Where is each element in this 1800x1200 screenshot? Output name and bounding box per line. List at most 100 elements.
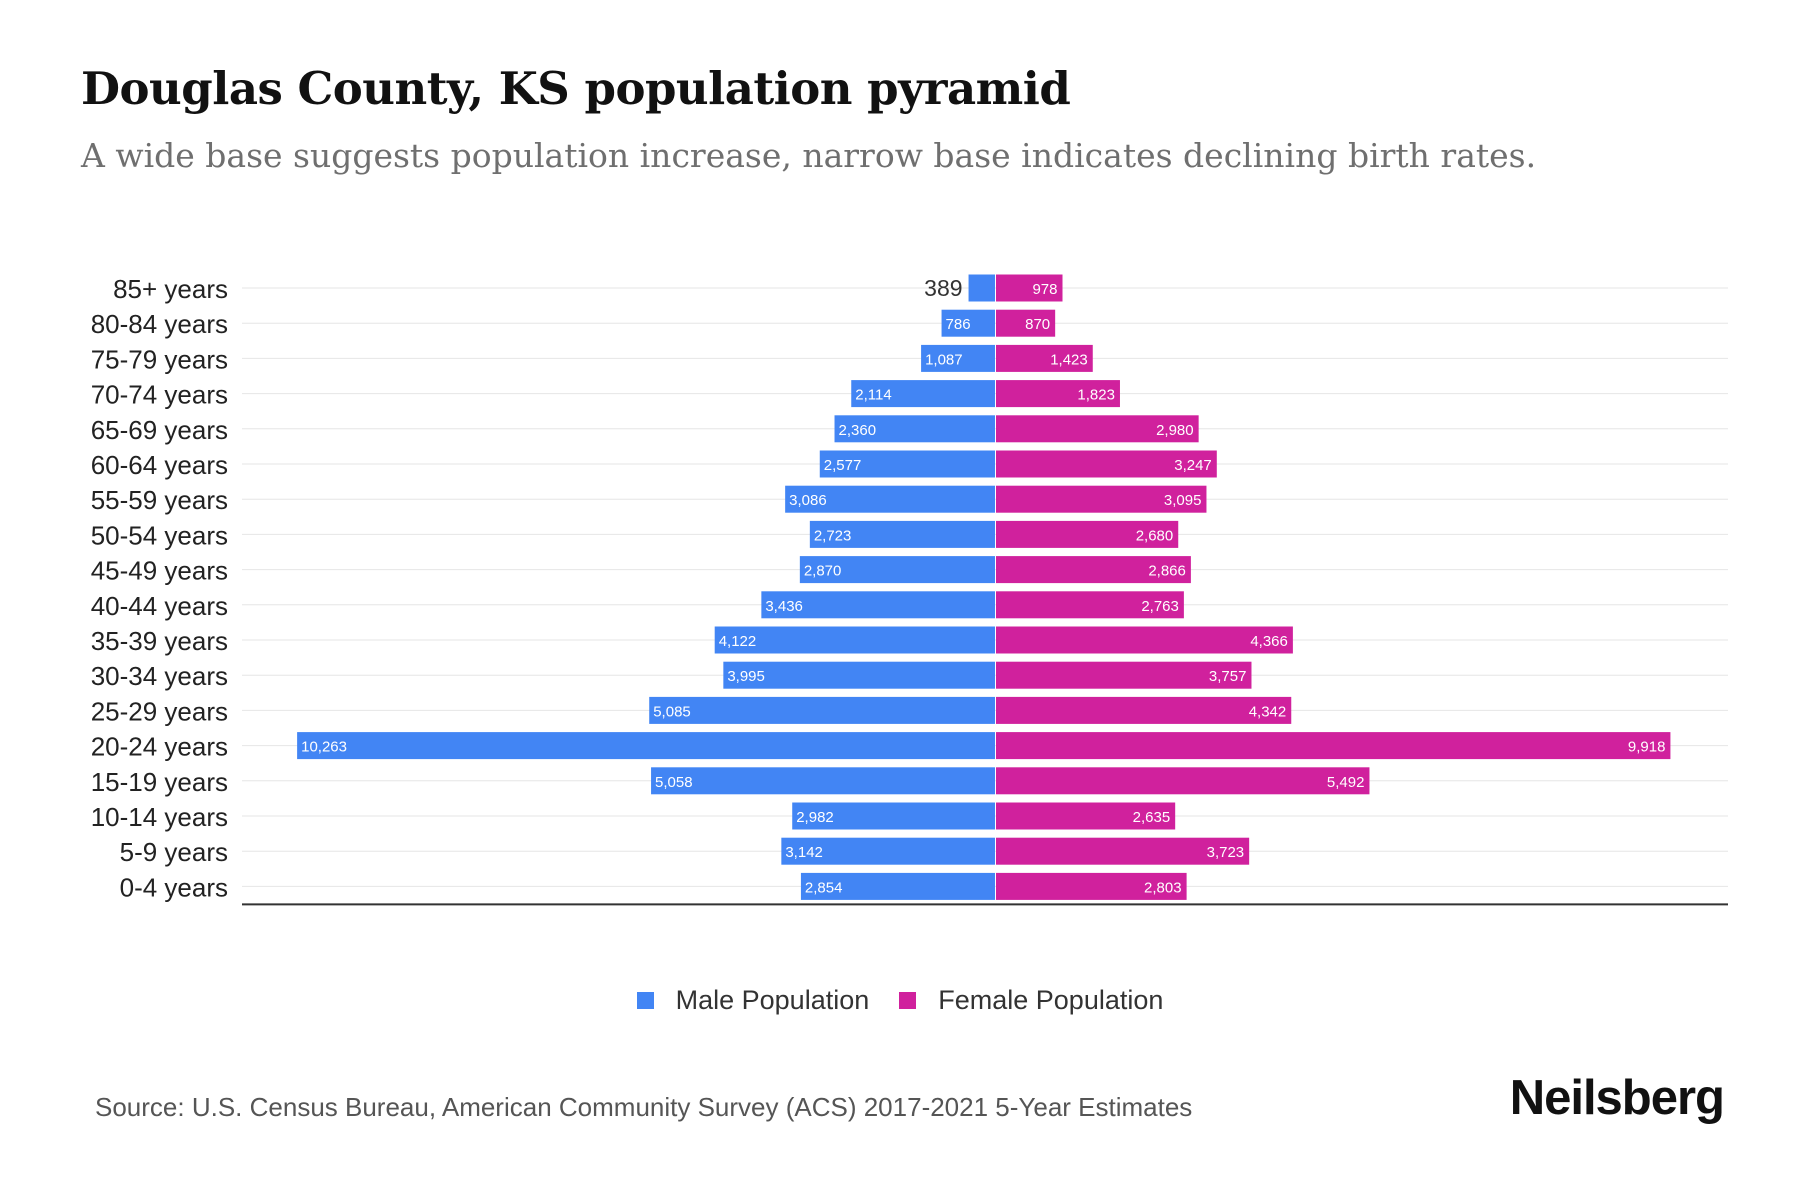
female-data-label: 2,763	[1141, 598, 1179, 615]
category-label: 85+ years	[113, 274, 228, 304]
female-bar	[996, 450, 1217, 478]
male-bar	[785, 485, 995, 513]
female-bar	[996, 380, 1120, 408]
male-bar	[792, 802, 995, 830]
female-bar	[996, 520, 1179, 548]
category-label: 20-24 years	[91, 732, 228, 762]
male-data-label: 2,723	[814, 527, 852, 544]
male-bar	[781, 837, 995, 865]
female-data-label: 1,823	[1077, 387, 1115, 404]
female-data-label: 2,635	[1133, 809, 1171, 826]
female-data-label: 2,866	[1148, 563, 1186, 580]
female-bar	[996, 556, 1191, 584]
male-data-label: 2,577	[824, 457, 862, 474]
legend-label-male: Male Population	[675, 985, 870, 1015]
male-bar	[800, 872, 995, 900]
female-data-label: 4,342	[1249, 703, 1287, 720]
male-data-label: 5,085	[653, 703, 691, 720]
female-data-label: 870	[1025, 316, 1050, 333]
male-bar	[809, 520, 995, 548]
female-bar	[996, 661, 1252, 689]
male-data-label: 3,995	[727, 668, 765, 685]
female-bar	[996, 485, 1207, 513]
male-data-label: 2,114	[855, 387, 891, 404]
male-bar	[799, 556, 995, 584]
female-bar	[996, 415, 1199, 443]
category-label: 80-84 years	[91, 309, 228, 339]
male-bar	[723, 661, 995, 689]
male-bar	[851, 380, 995, 408]
male-data-label: 2,870	[804, 563, 842, 580]
male-bar	[761, 591, 995, 619]
male-data-label: 3,436	[765, 598, 803, 615]
category-label: 5-9 years	[120, 837, 228, 867]
category-label: 40-44 years	[91, 591, 228, 621]
male-data-label: 4,122	[719, 633, 757, 650]
male-bar	[968, 274, 995, 302]
gridlines	[242, 287, 1728, 887]
male-swatch	[636, 992, 654, 1009]
category-label: 60-64 years	[91, 450, 228, 480]
male-bar	[297, 732, 996, 760]
source-note: Source: U.S. Census Bureau, American Com…	[95, 1092, 1193, 1122]
male-data-label: 2,360	[839, 422, 877, 439]
category-label: 55-59 years	[91, 485, 228, 515]
female-bar	[996, 591, 1184, 619]
category-label: 10-14 years	[91, 802, 228, 832]
category-label: 70-74 years	[91, 380, 228, 410]
male-data-label: 2,982	[796, 809, 834, 826]
male-bar	[714, 626, 995, 654]
male-data-label: 3,142	[785, 844, 823, 861]
category-label: 45-49 years	[91, 556, 228, 586]
female-data-label: 978	[1032, 281, 1057, 298]
male-data-label: 5,058	[655, 774, 693, 791]
female-bar	[996, 626, 1293, 654]
female-data-label: 2,980	[1156, 422, 1194, 439]
legend: Male Population Female Population	[0, 985, 1800, 1016]
bars	[297, 274, 1671, 900]
category-label: 0-4 years	[120, 872, 228, 902]
female-bar	[996, 837, 1250, 865]
female-data-label: 2,803	[1144, 879, 1182, 896]
legend-item-female: Female Population	[899, 985, 1163, 1016]
female-data-label: 3,095	[1164, 492, 1202, 509]
chart-title: Douglas County, KS population pyramid	[81, 62, 1071, 115]
male-data-label: 2,854	[805, 879, 843, 896]
female-data-label: 3,247	[1174, 457, 1212, 474]
male-bar	[834, 415, 995, 443]
male-bar	[651, 767, 995, 795]
female-bar	[996, 802, 1176, 830]
category-label: 15-19 years	[91, 767, 228, 797]
female-bar	[996, 309, 1056, 337]
category-label: 75-79 years	[91, 344, 228, 374]
male-data-label: 10,263	[301, 739, 347, 756]
category-label: 65-69 years	[91, 415, 228, 445]
category-label: 35-39 years	[91, 626, 228, 656]
male-bar	[819, 450, 995, 478]
female-data-label: 3,757	[1209, 668, 1247, 685]
female-data-label: 4,366	[1250, 633, 1288, 650]
male-bar	[921, 344, 995, 372]
chart-subtitle: A wide base suggests population increase…	[81, 136, 1537, 175]
male-data-label: 1,087	[925, 351, 963, 368]
category-label: 50-54 years	[91, 520, 228, 550]
female-data-label: 2,680	[1136, 527, 1174, 544]
female-data-label: 9,918	[1628, 739, 1666, 756]
female-bar	[996, 344, 1093, 372]
female-data-label: 5,492	[1327, 774, 1365, 791]
labels: 85+ years 389 978 80-84 years 786 870 75-79 ye…	[91, 274, 1666, 902]
female-bar	[996, 872, 1187, 900]
male-data-label: 786	[946, 316, 971, 333]
male-bar	[941, 309, 995, 337]
category-label: 30-34 years	[91, 661, 228, 691]
female-data-label: 3,723	[1207, 844, 1245, 861]
legend-label-female: Female Population	[938, 985, 1164, 1015]
category-label: 25-29 years	[91, 696, 228, 726]
female-bar	[996, 732, 1671, 760]
male-data-label: 389	[924, 275, 962, 301]
female-swatch	[899, 992, 917, 1009]
male-bar	[649, 696, 995, 724]
female-bar	[996, 767, 1370, 795]
male-data-label: 3,086	[789, 492, 827, 509]
